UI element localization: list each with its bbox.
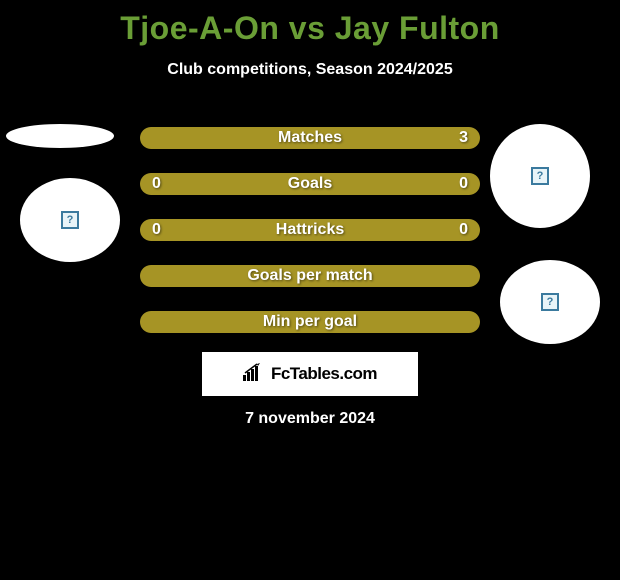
brand-chart-icon bbox=[243, 363, 265, 386]
brand-name: FcTables.com bbox=[271, 364, 377, 384]
stat-row-hattricks: 0 Hattricks 0 bbox=[140, 219, 480, 241]
missing-image-icon: ? bbox=[531, 167, 549, 185]
snapshot-date: 7 november 2024 bbox=[0, 410, 620, 428]
stat-row-matches: Matches 3 bbox=[140, 127, 480, 149]
player-avatar-left: ? bbox=[20, 178, 120, 262]
stat-label: Goals per match bbox=[247, 267, 372, 285]
player-avatar-right-top: ? bbox=[490, 124, 590, 228]
missing-image-icon: ? bbox=[541, 293, 559, 311]
stat-left-value: 0 bbox=[152, 221, 172, 239]
stat-label: Min per goal bbox=[263, 313, 357, 331]
stat-label: Matches bbox=[278, 129, 342, 147]
stat-label: Hattricks bbox=[276, 221, 344, 239]
missing-image-icon: ? bbox=[61, 211, 79, 229]
stat-label: Goals bbox=[288, 175, 332, 193]
stat-right-value: 3 bbox=[448, 129, 468, 147]
player-shadow-left bbox=[6, 124, 114, 148]
comparison-title: Tjoe-A-On vs Jay Fulton bbox=[0, 0, 620, 47]
season-subtitle: Club competitions, Season 2024/2025 bbox=[0, 61, 620, 79]
stat-row-goals-per-match: Goals per match bbox=[140, 265, 480, 287]
brand-watermark: FcTables.com bbox=[202, 352, 418, 396]
stat-right-value: 0 bbox=[448, 221, 468, 239]
player-avatar-right-bottom: ? bbox=[500, 260, 600, 344]
stat-right-value: 0 bbox=[448, 175, 468, 193]
stat-left-value: 0 bbox=[152, 175, 172, 193]
stat-row-min-per-goal: Min per goal bbox=[140, 311, 480, 333]
stat-row-goals: 0 Goals 0 bbox=[140, 173, 480, 195]
